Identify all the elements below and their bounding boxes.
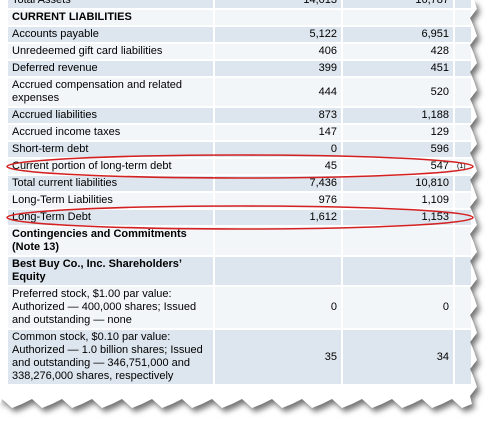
footnote-cell	[453, 106, 473, 125]
value-cell: 520	[341, 76, 455, 108]
footnote-mark: (1)	[453, 157, 473, 176]
footnote-cell	[453, 140, 473, 159]
row-label: Accounts payable	[6, 25, 215, 44]
row-label: Common stock, $0.10 par value: Authorize…	[6, 328, 215, 386]
balance-sheet-table: Total Assets 14,013 16,787 CURRENT LIABILIT…	[6, 0, 473, 386]
footnote-cell	[453, 8, 473, 27]
table-row: Accrued income taxes 147 129	[6, 123, 473, 142]
value-cell: 1,109	[341, 191, 455, 210]
table-row: Short-term debt 0 596	[6, 140, 473, 159]
paper-shadow: Total Assets 14,013 16,787 CURRENT LIABILIT…	[6, 0, 474, 386]
row-label: Long-Term Debt	[6, 208, 215, 227]
value-cell	[213, 225, 343, 257]
table-row: Contingencies and Commitments (Note 13)	[6, 225, 473, 257]
row-label: Short-term debt	[6, 140, 215, 159]
value-cell: 399	[213, 59, 343, 78]
row-label: Accrued income taxes	[6, 123, 215, 142]
row-label: Total Assets	[6, 0, 215, 10]
value-cell	[213, 255, 343, 287]
value-cell: 0	[341, 285, 455, 330]
table-row: Unredeemed gift card liabilities 406 428	[6, 42, 473, 61]
table-row: Total Assets 14,013 16,787	[6, 0, 473, 10]
footnote-cell	[453, 0, 473, 10]
table-row: Accounts payable 5,122 6,951	[6, 25, 473, 44]
value-cell: 406	[213, 42, 343, 61]
row-label: Accrued liabilities	[6, 106, 215, 125]
value-cell: 10,810	[341, 174, 455, 193]
footnote-cell	[453, 255, 473, 287]
section-heading: CURRENT LIABILITIES	[6, 8, 215, 27]
value-cell: 5,122	[213, 25, 343, 44]
value-cell: 45	[213, 157, 343, 176]
row-label: Accrued compensation and related expense…	[6, 76, 215, 108]
row-label: Current portion of long-term debt	[6, 157, 215, 176]
value-cell: 873	[213, 106, 343, 125]
row-label: Unredeemed gift card liabilities	[6, 42, 215, 61]
value-cell: 35	[213, 328, 343, 386]
row-label: Total current liabilities	[6, 174, 215, 193]
table-row: Long-Term Debt 1,612 1,153	[6, 208, 473, 227]
footnote-cell	[453, 191, 473, 210]
footnote-cell	[453, 174, 473, 193]
value-cell: 428	[341, 42, 455, 61]
row-label: Deferred revenue	[6, 59, 215, 78]
table-row: CURRENT LIABILITIES	[6, 8, 473, 27]
value-cell: 6,951	[341, 25, 455, 44]
footnote-cell	[453, 123, 473, 142]
value-cell: 1,188	[341, 106, 455, 125]
row-label: Long-Term Liabilities	[6, 191, 215, 210]
value-cell: 14,013	[213, 0, 343, 10]
value-cell: 596	[341, 140, 455, 159]
footnote-cell	[453, 328, 473, 386]
table-row: Accrued liabilities 873 1,188	[6, 106, 473, 125]
table-row: Long-Term Liabilities 976 1,109	[6, 191, 473, 210]
value-cell	[341, 8, 455, 27]
footnote-cell	[453, 42, 473, 61]
footnote-cell	[453, 59, 473, 78]
value-cell	[213, 8, 343, 27]
table-row: Preferred stock, $1.00 par value: Author…	[6, 285, 473, 330]
value-cell: 451	[341, 59, 455, 78]
table-row: Total current liabilities 7,436 10,810	[6, 174, 473, 193]
footnote-cell	[453, 208, 473, 227]
table-row: Accrued compensation and related expense…	[6, 76, 473, 108]
table-row: Current portion of long-term debt 45 547 (1…	[6, 157, 473, 176]
table-row: Best Buy Co., Inc. Shareholders’ Equity	[6, 255, 473, 287]
value-cell: 0	[213, 140, 343, 159]
value-cell: 147	[213, 123, 343, 142]
paper: Total Assets 14,013 16,787 CURRENT LIABILIT…	[6, 0, 474, 386]
value-cell: 444	[213, 76, 343, 108]
table-row: Common stock, $0.10 par value: Authorize…	[6, 328, 473, 386]
value-cell	[341, 225, 455, 257]
value-cell: 547	[341, 157, 455, 176]
section-heading: Best Buy Co., Inc. Shareholders’ Equity	[6, 255, 215, 287]
value-cell: 1,612	[213, 208, 343, 227]
row-label: Preferred stock, $1.00 par value: Author…	[6, 285, 215, 330]
value-cell: 0	[213, 285, 343, 330]
value-cell: 7,436	[213, 174, 343, 193]
value-cell	[341, 255, 455, 287]
footnote-cell	[453, 25, 473, 44]
value-cell: 1,153	[341, 208, 455, 227]
table-row: Deferred revenue 399 451	[6, 59, 473, 78]
section-heading: Contingencies and Commitments (Note 13)	[6, 225, 215, 257]
footnote-cell	[453, 225, 473, 257]
footnote-cell	[453, 285, 473, 330]
value-cell: 34	[341, 328, 455, 386]
value-cell: 976	[213, 191, 343, 210]
footnote-cell	[453, 76, 473, 108]
value-cell: 129	[341, 123, 455, 142]
value-cell: 16,787	[341, 0, 455, 10]
